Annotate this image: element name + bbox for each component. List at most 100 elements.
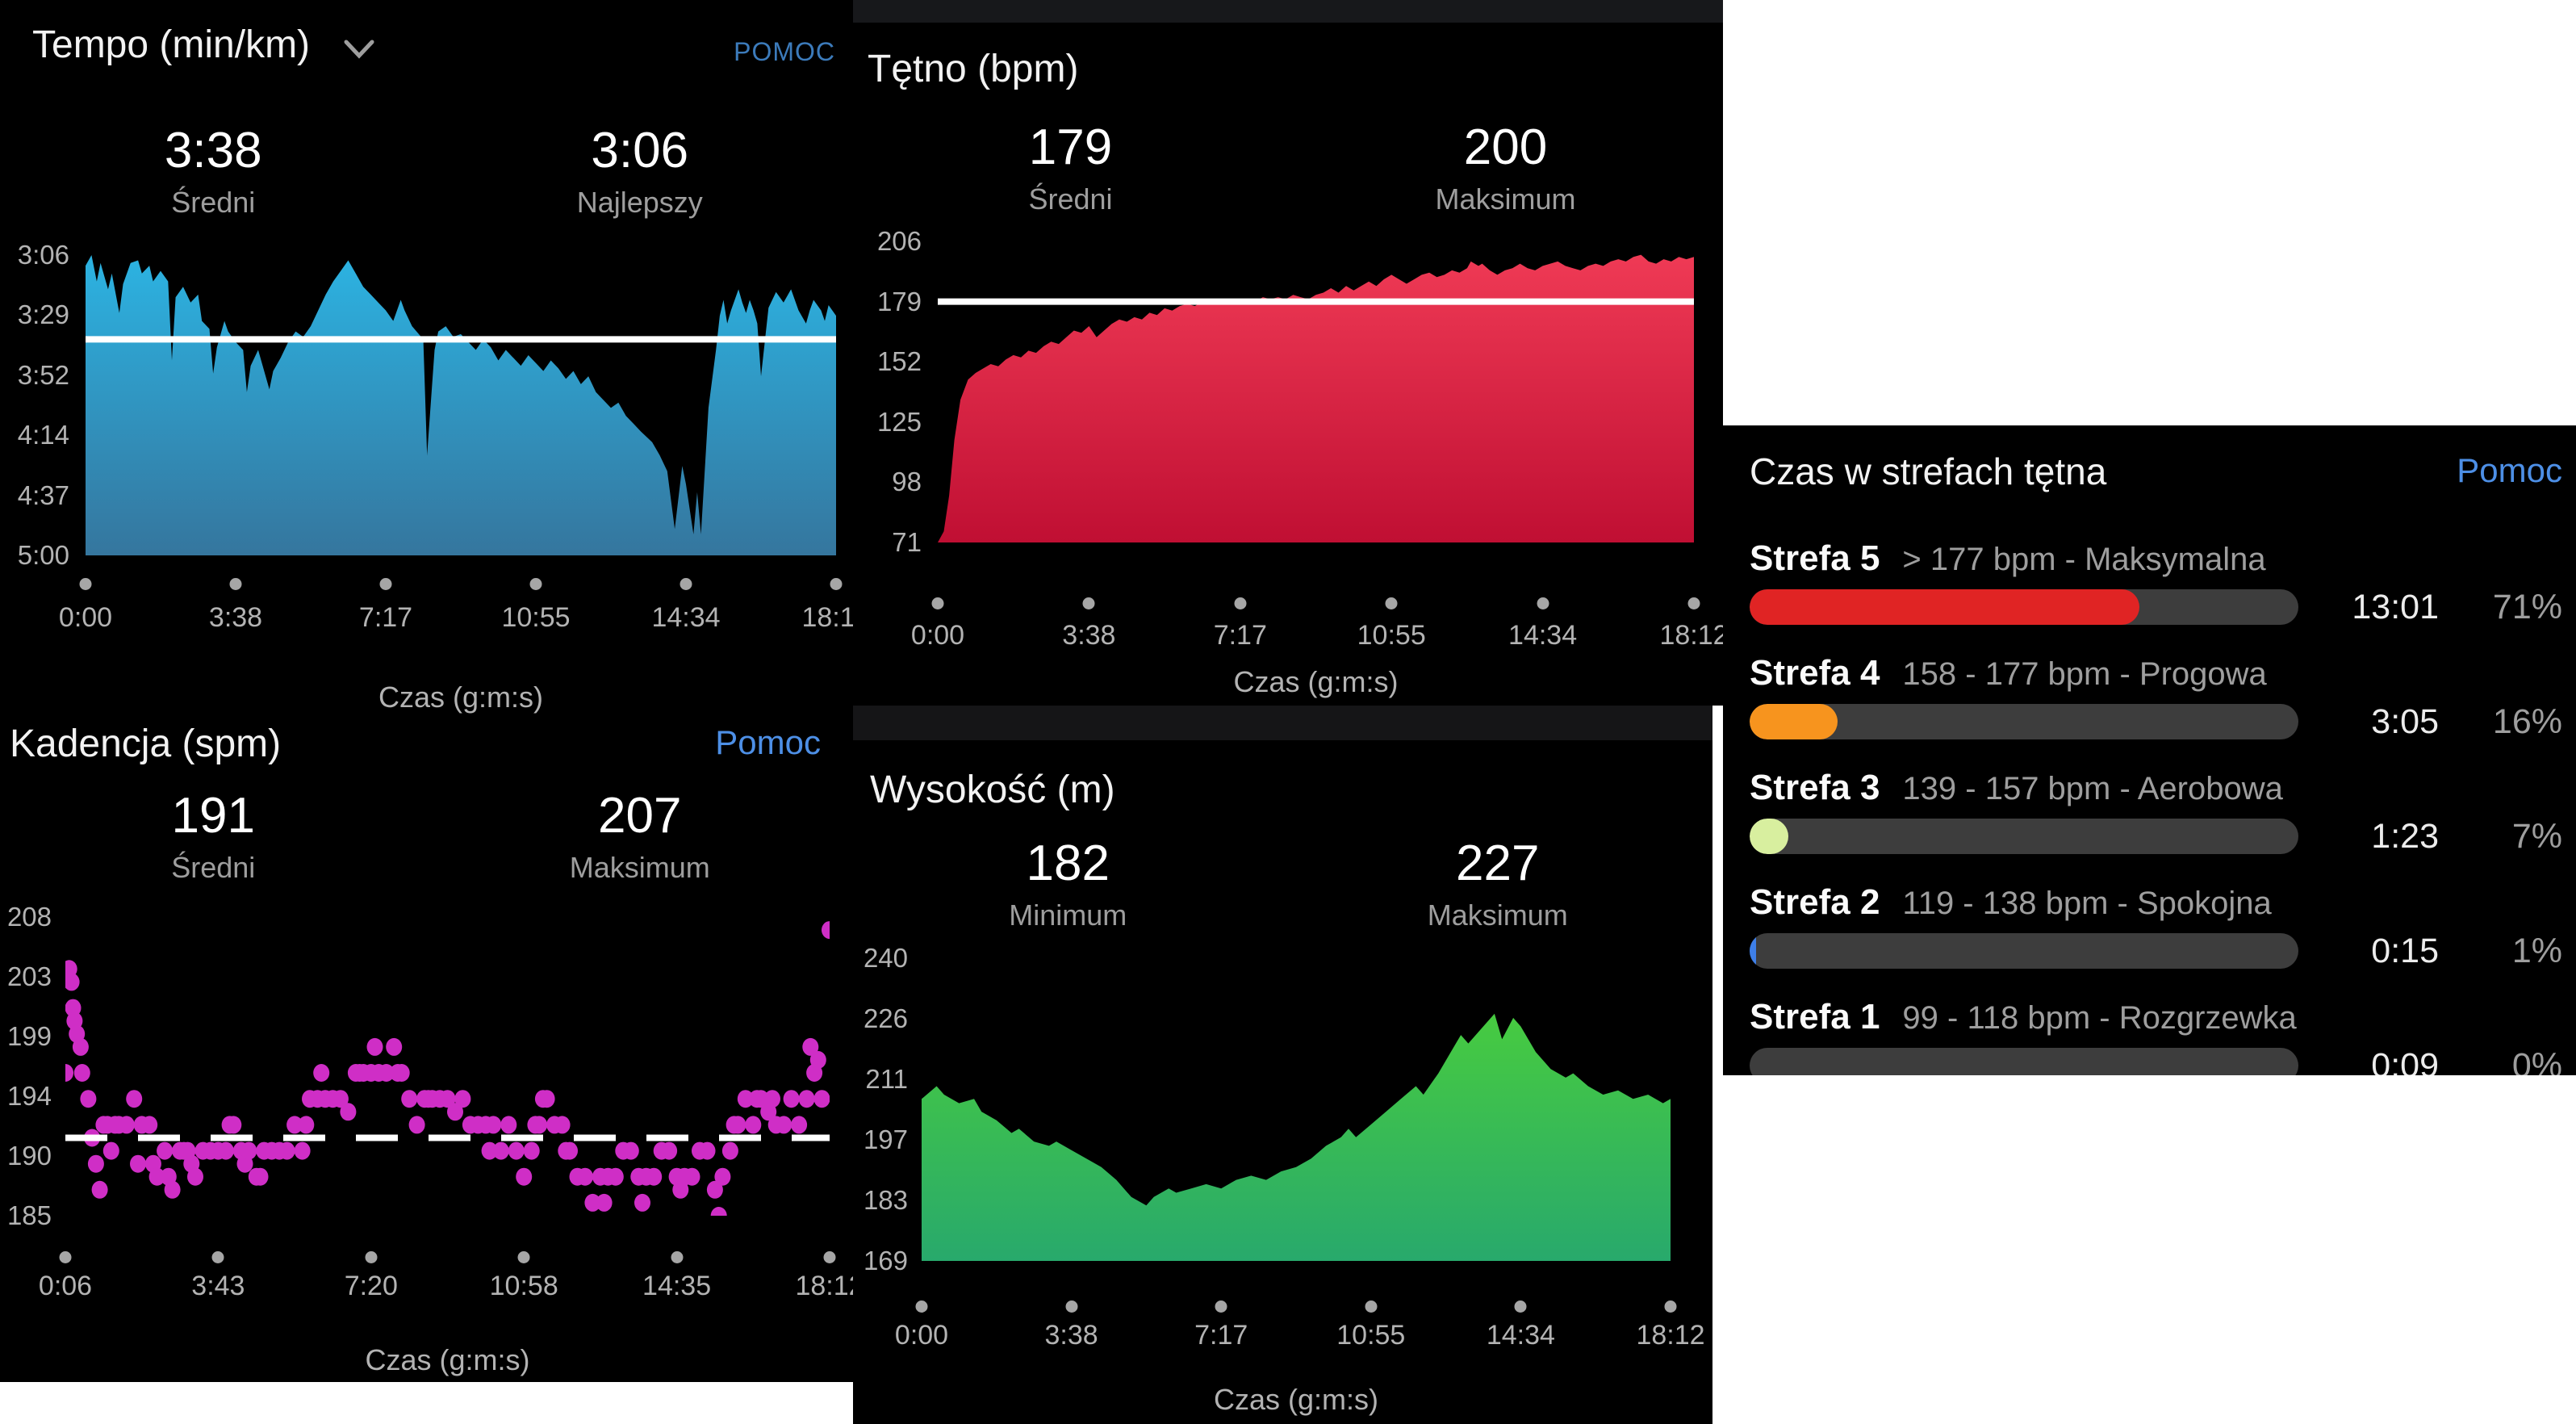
elevation-title: Wysokość (m) — [870, 769, 1115, 811]
heart-rate-title: Tętno (bpm) — [868, 48, 1079, 90]
tempo-area-series — [86, 255, 836, 555]
cadence-data-point — [408, 1116, 425, 1134]
heart-rate-max-label: Maksimum — [1435, 182, 1576, 216]
elevation-stats: 182 Minimum 227 Maksimum — [853, 836, 1712, 939]
zone-row-2: Strefa 2 119 - 138 bpm - Spokojna 0:15 1% — [1750, 882, 2562, 970]
cadence-data-point — [65, 973, 80, 991]
x-tick-label: 0:00 — [910, 620, 965, 651]
heart-rate-stats: 179 Średni 200 Maksimum — [853, 119, 1723, 223]
zone-row-1: Strefa 1 99 - 118 bpm - Rozgrzewka 0:09 0% — [1750, 997, 2562, 1075]
cadence-panel: Kadencja (spm) Pomoc 191 Średni 207 Maks… — [0, 715, 853, 1382]
x-tick-label: 7:17 — [1194, 1320, 1248, 1351]
cadence-data-point — [577, 1167, 593, 1186]
cadence-data-point — [366, 1037, 383, 1056]
x-tick-dot — [1365, 1300, 1378, 1313]
x-tick-dot — [1215, 1300, 1227, 1313]
card-separator-top — [853, 0, 1723, 23]
hr-zones-help-link[interactable]: Pomoc — [2457, 451, 2562, 489]
cadence-data-point — [481, 1141, 498, 1160]
tempo-y-axis: 3:06 3:29 3:52 4:14 4:37 5:00 — [0, 240, 77, 570]
y-tick-label: 185 — [6, 1200, 52, 1230]
x-tick-dot — [680, 578, 692, 590]
zone-percent: 1% — [2511, 931, 2562, 970]
cadence-data-point — [225, 1116, 242, 1134]
elevation-x-axis: 0:00 3:38 7:17 10:55 14:34 18:12 — [895, 1320, 1705, 1352]
heart-rate-chart[interactable] — [938, 241, 1694, 542]
tempo-chart[interactable] — [86, 255, 836, 555]
y-tick-label: 5:00 — [17, 540, 69, 570]
x-tick-label: 7:20 — [344, 1271, 398, 1301]
x-tick-dot — [671, 1251, 684, 1263]
x-tick-dot — [229, 578, 242, 590]
cadence-data-point — [240, 1141, 257, 1160]
heart-rate-panel: Tętno (bpm) 179 Średni 200 Maksimum 206 1… — [853, 0, 1723, 706]
x-tick-label: 18:12 — [795, 1271, 853, 1301]
cadence-data-point — [393, 1064, 410, 1082]
y-tick-label: 226 — [863, 1003, 908, 1033]
cadence-data-point — [764, 1090, 780, 1108]
cadence-data-point — [730, 1116, 746, 1134]
y-tick-label: 152 — [876, 346, 922, 377]
cadence-help-link[interactable]: Pomoc — [715, 723, 821, 761]
tempo-panel: Tempo (min/km) POMOC 3:38 Średni 3:06 Na… — [0, 0, 853, 715]
cadence-data-point — [378, 1064, 395, 1082]
cadence-max-label: Maksimum — [569, 851, 710, 884]
x-tick-label: 14:34 — [1486, 1320, 1555, 1351]
cadence-data-point — [523, 1141, 540, 1160]
x-tick-dot — [59, 1251, 72, 1263]
y-tick-label: 3:06 — [17, 240, 69, 270]
y-tick-label: 3:52 — [17, 359, 69, 390]
cadence-data-point — [294, 1141, 311, 1160]
cadence-data-point — [699, 1141, 716, 1160]
zone-time: 3:05 — [2371, 702, 2439, 741]
cadence-data-point — [554, 1116, 571, 1134]
cadence-data-point — [102, 1141, 119, 1160]
cadence-data-point — [313, 1064, 330, 1082]
tempo-help-link[interactable]: POMOC — [734, 37, 835, 66]
x-tick-label: 14:35 — [642, 1271, 712, 1301]
x-tick-label: 3:38 — [1062, 620, 1116, 651]
tempo-avg-stat: 3:38 Średni — [0, 123, 427, 226]
cadence-avg-label: Średni — [171, 851, 256, 884]
cadence-data-point — [783, 1090, 800, 1108]
cadence-data-point — [164, 1180, 181, 1199]
zone-bar-track — [1750, 589, 2298, 625]
cadence-chart[interactable] — [65, 917, 830, 1216]
cadence-max-value: 207 — [598, 788, 682, 844]
y-tick-label: 199 — [6, 1021, 52, 1051]
x-tick-dot — [1065, 1300, 1078, 1313]
y-tick-label: 169 — [863, 1246, 908, 1275]
elevation-panel: Wysokość (m) 182 Minimum 227 Maksimum 24… — [853, 740, 1712, 1424]
elevation-y-axis: 240 226 211 197 183 169 — [853, 943, 916, 1275]
zone-bar-track — [1750, 704, 2298, 739]
chevron-down-icon[interactable] — [342, 39, 376, 64]
cadence-data-point — [439, 1090, 456, 1108]
elevation-min-stat: 182 Minimum — [853, 836, 1283, 939]
y-tick-label: 98 — [892, 467, 922, 497]
y-tick-label: 211 — [865, 1064, 908, 1094]
zone-time: 1:23 — [2371, 816, 2439, 856]
cadence-data-point — [65, 1064, 73, 1082]
cadence-data-point — [217, 1141, 234, 1160]
cadence-title: Kadencja (spm) — [10, 722, 282, 765]
heart-rate-avg-stat: 179 Średni — [853, 119, 1288, 223]
cadence-data-point — [721, 1141, 738, 1160]
cadence-data-point — [776, 1116, 792, 1134]
zone-bar-track — [1750, 933, 2298, 969]
x-tick-label: 10:55 — [1357, 620, 1426, 651]
elevation-chart[interactable] — [922, 958, 1671, 1261]
zone-name: Strefa 5 — [1750, 538, 1880, 578]
elevation-min-value: 182 — [1026, 836, 1110, 891]
cadence-data-point — [531, 1116, 548, 1134]
cadence-max-stat: 207 Maksimum — [427, 788, 854, 891]
cadence-data-point — [596, 1193, 613, 1212]
x-tick-dot — [1664, 1300, 1677, 1313]
card-separator-mid — [853, 706, 1712, 740]
x-tick-dot — [1082, 597, 1095, 609]
x-tick-label: 7:17 — [1213, 620, 1267, 651]
x-tick-label: 3:38 — [208, 602, 263, 633]
tempo-x-axis-dots — [79, 578, 843, 590]
tempo-x-axis-title: Czas (g:m:s) — [378, 681, 543, 714]
y-tick-label: 203 — [6, 961, 52, 991]
cadence-data-point — [485, 1116, 502, 1134]
